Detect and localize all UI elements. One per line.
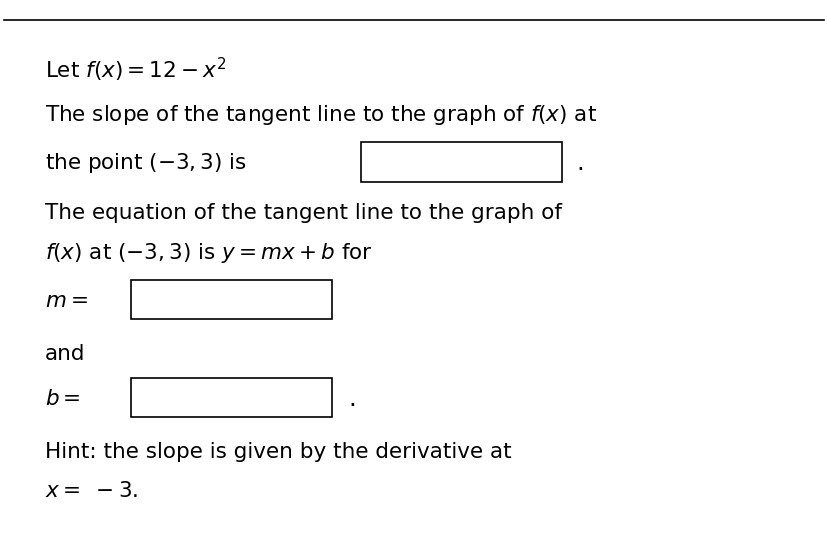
Text: .: . — [576, 151, 583, 175]
Text: The equation of the tangent line to the graph of: The equation of the tangent line to the … — [45, 203, 562, 223]
Text: $f(x)$ at $( - 3, 3)$ is $y = mx + b$ for: $f(x)$ at $( - 3, 3)$ is $y = mx + b$ fo… — [45, 241, 372, 265]
Text: $x = \ -3.$: $x = \ -3.$ — [45, 482, 138, 501]
Text: and: and — [45, 344, 85, 364]
Text: $b =$: $b =$ — [45, 389, 81, 409]
Text: $m =$: $m =$ — [45, 291, 88, 311]
Text: .: . — [348, 387, 356, 411]
Text: Hint: the slope is given by the derivative at: Hint: the slope is given by the derivati… — [45, 442, 511, 462]
FancyBboxPatch shape — [131, 378, 332, 417]
Text: The slope of the tangent line to the graph of $f(x)$ at: The slope of the tangent line to the gra… — [45, 103, 596, 128]
FancyBboxPatch shape — [361, 142, 561, 182]
Text: the point $( - 3, 3)$ is: the point $( - 3, 3)$ is — [45, 151, 246, 175]
FancyBboxPatch shape — [131, 280, 332, 320]
Text: Let $f(x) = 12 - x^2$: Let $f(x) = 12 - x^2$ — [45, 56, 227, 84]
